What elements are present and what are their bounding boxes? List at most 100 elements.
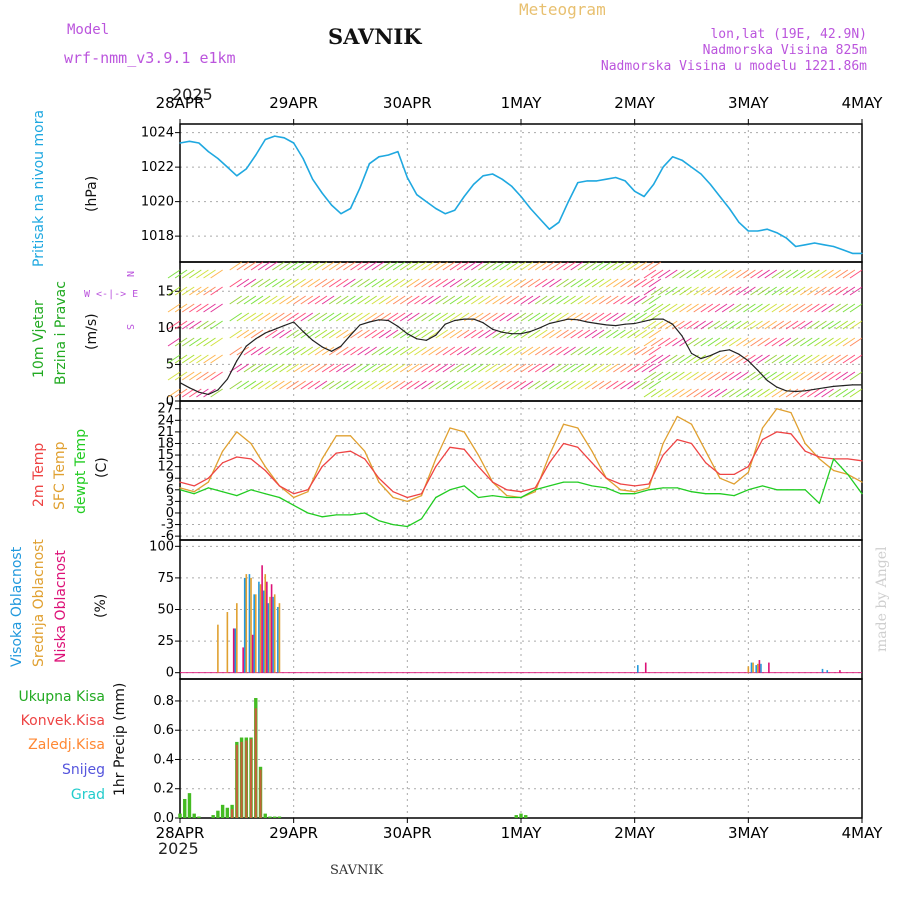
wind-arrow-icon bbox=[250, 261, 264, 271]
precip-bar bbox=[249, 738, 253, 818]
wind-arrow-icon bbox=[814, 337, 827, 347]
temperature-point bbox=[236, 494, 238, 497]
temperature-point bbox=[804, 450, 806, 452]
cloud-ytick-label: 0 bbox=[166, 666, 174, 681]
wind-arrow-icon bbox=[421, 295, 434, 305]
wind-arrow-icon bbox=[428, 261, 441, 271]
pressure-point bbox=[520, 195, 522, 198]
wind-arrow-icon bbox=[435, 278, 449, 288]
legend-freezing-rain: Zaledj.Kisa bbox=[28, 737, 105, 753]
wind-arrow-icon bbox=[174, 286, 188, 296]
wind-axis-title: 10m Vjetar Brzina i Pravac (m/s) N S W <… bbox=[31, 271, 138, 385]
wind-point bbox=[236, 360, 238, 362]
wind-point bbox=[558, 320, 560, 322]
wind-arrow-icon bbox=[196, 286, 209, 296]
temperature-point bbox=[847, 458, 849, 460]
wind-arrow-icon bbox=[279, 329, 292, 339]
temperature-point bbox=[804, 442, 806, 445]
wind-arrow-icon bbox=[399, 261, 413, 271]
wind-arrow-icon bbox=[648, 346, 662, 356]
wind-arrow-icon bbox=[343, 346, 356, 356]
temperature-point bbox=[776, 431, 778, 433]
wind-arrow-icon bbox=[414, 261, 427, 271]
wind-arrow-icon bbox=[700, 269, 714, 279]
wind-arrow-icon bbox=[778, 388, 792, 398]
wind-arrow-icon bbox=[821, 354, 834, 364]
wind-arrow-icon bbox=[570, 363, 584, 373]
wind-arrow-icon bbox=[570, 346, 584, 356]
wind-arrow-icon bbox=[641, 380, 655, 390]
wind-arrow-icon bbox=[174, 303, 188, 313]
wind-arrow-icon bbox=[364, 380, 377, 390]
wind-arrow-icon bbox=[513, 312, 527, 322]
wind-arrow-icon bbox=[542, 261, 555, 271]
wind-point bbox=[188, 387, 191, 389]
wind-arrow-icon bbox=[392, 380, 406, 390]
wind-arrow-icon bbox=[181, 269, 195, 279]
pressure-point bbox=[321, 192, 323, 194]
wind-arrow-icon bbox=[300, 380, 314, 390]
pressure-point bbox=[491, 173, 494, 175]
wind-arrow-icon bbox=[785, 337, 799, 347]
wind-arrow-icon bbox=[542, 295, 555, 305]
wind-arrow-icon bbox=[421, 312, 434, 322]
wind-point bbox=[264, 332, 266, 334]
wind-arrow-icon bbox=[577, 261, 591, 271]
wind-point bbox=[681, 335, 683, 337]
wind-arrow-icon bbox=[414, 295, 427, 305]
temperature-point bbox=[335, 435, 337, 437]
wind-arrow-icon bbox=[364, 295, 377, 305]
cloud-bar bbox=[266, 581, 268, 673]
wind-arrow-icon bbox=[657, 371, 671, 381]
wind-arrow-icon bbox=[534, 363, 548, 373]
wind-arrow-icon bbox=[807, 354, 820, 364]
cloud-bar bbox=[262, 590, 265, 673]
wind-arrow-icon bbox=[605, 312, 619, 322]
wind-point bbox=[719, 350, 721, 352]
wind-arrow-icon bbox=[707, 303, 721, 313]
wind-arrow-icon bbox=[584, 278, 598, 288]
wind-arrow-icon bbox=[293, 261, 306, 271]
wind-arrow-icon bbox=[499, 363, 512, 373]
wind-arrow-icon bbox=[679, 354, 692, 364]
wind-arrow-icon bbox=[167, 303, 181, 313]
wind-arrow-icon bbox=[714, 269, 728, 279]
wind-point bbox=[615, 325, 617, 327]
wind-arrow-icon bbox=[828, 286, 841, 296]
wind-arrow-icon bbox=[707, 337, 721, 347]
wind-arrow-icon bbox=[189, 320, 202, 330]
wind-arrow-icon bbox=[293, 380, 306, 390]
pressure-point bbox=[823, 244, 825, 246]
wind-arrow-icon bbox=[634, 380, 647, 390]
wind-arrow-icon bbox=[556, 295, 569, 305]
wind-arrow-icon bbox=[641, 278, 655, 288]
wind-arrow-icon bbox=[736, 303, 749, 313]
wind-arrow-icon bbox=[174, 354, 188, 364]
wind-arrow-icon bbox=[842, 320, 856, 330]
wind-arrow-icon bbox=[665, 337, 678, 347]
wind-arrow-icon bbox=[757, 286, 770, 296]
wind-arrow-icon bbox=[743, 388, 756, 398]
wind-arrow-icon bbox=[707, 388, 721, 398]
wind-arrow-icon bbox=[598, 261, 612, 271]
pressure-point bbox=[832, 245, 835, 248]
wind-arrow-icon bbox=[485, 261, 498, 271]
wind-arrow-icon bbox=[210, 320, 223, 330]
wind-arrow-icon bbox=[807, 320, 820, 330]
wind-arrow-icon bbox=[364, 329, 377, 339]
cloud-bar bbox=[250, 577, 252, 673]
wind-arrow-icon bbox=[321, 380, 335, 390]
wind-arrow-icon bbox=[842, 286, 856, 296]
pressure-point bbox=[738, 221, 740, 223]
wind-arrow-icon bbox=[728, 371, 742, 381]
temperature-point bbox=[733, 473, 735, 475]
wind-point bbox=[653, 318, 655, 320]
wind-arrow-icon bbox=[799, 337, 813, 347]
temperature-point bbox=[435, 466, 437, 468]
wind-arrow-icon bbox=[570, 278, 584, 288]
wind-point bbox=[207, 393, 210, 396]
wind-arrow-icon bbox=[627, 261, 640, 271]
wind-arrow-icon bbox=[264, 261, 278, 271]
wind-arrow-icon bbox=[527, 312, 541, 322]
wind-arrow-icon bbox=[307, 363, 321, 373]
